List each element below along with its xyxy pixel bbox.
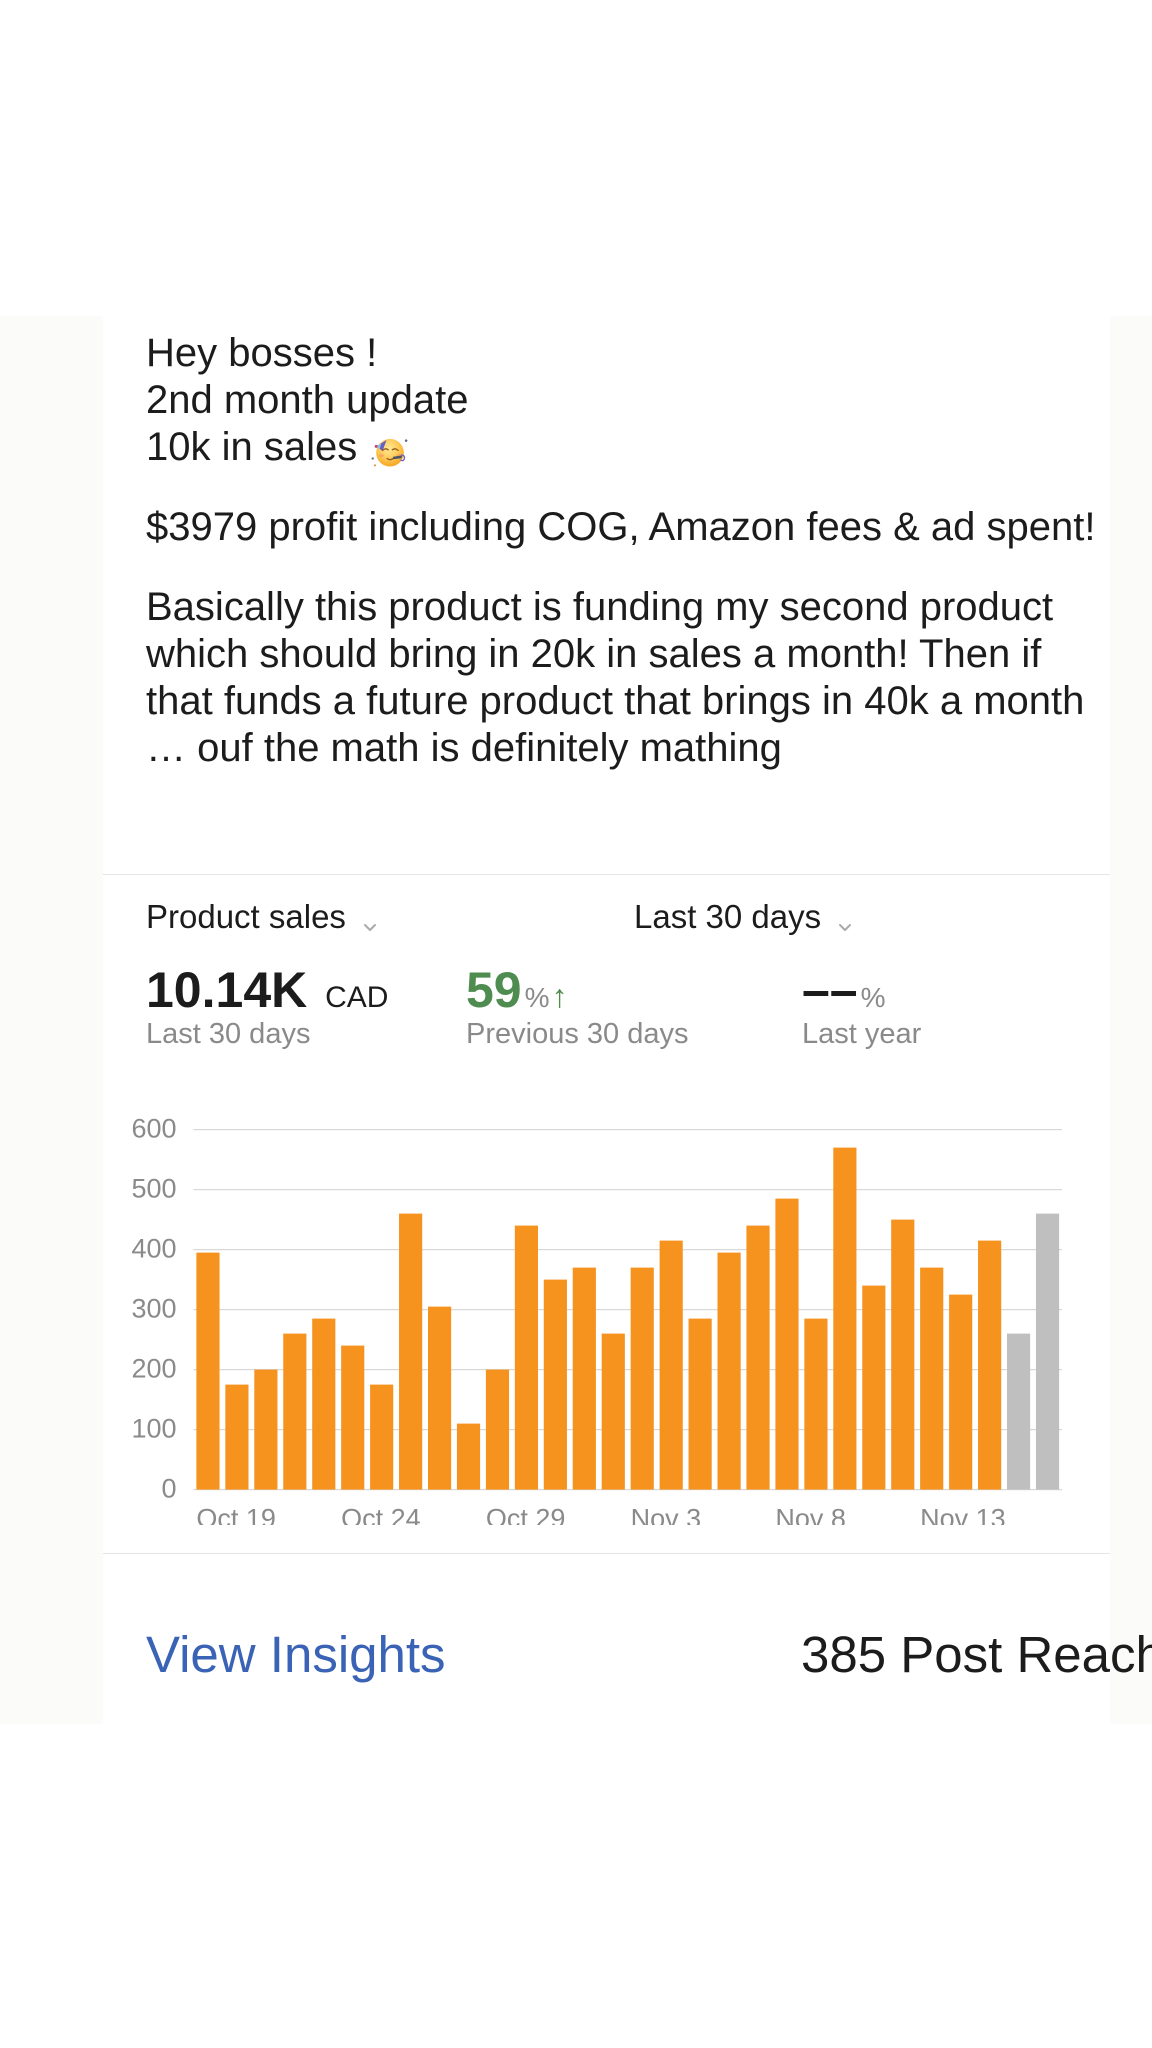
svg-text:Nov 8: Nov 8 [775, 1504, 846, 1525]
svg-text:Oct 29: Oct 29 [486, 1504, 566, 1525]
svg-text:0: 0 [161, 1474, 176, 1504]
svg-text:Nov 3: Nov 3 [631, 1504, 702, 1525]
svg-text:Oct 19: Oct 19 [196, 1504, 276, 1525]
svg-text:600: 600 [131, 1114, 176, 1144]
svg-text:400: 400 [131, 1234, 176, 1264]
svg-text:Nov 13: Nov 13 [920, 1504, 1006, 1525]
svg-text:300: 300 [131, 1294, 176, 1324]
svg-text:Oct 24: Oct 24 [341, 1504, 421, 1525]
svg-text:100: 100 [131, 1414, 176, 1444]
svg-text:500: 500 [131, 1174, 176, 1204]
svg-text:200: 200 [131, 1354, 176, 1384]
